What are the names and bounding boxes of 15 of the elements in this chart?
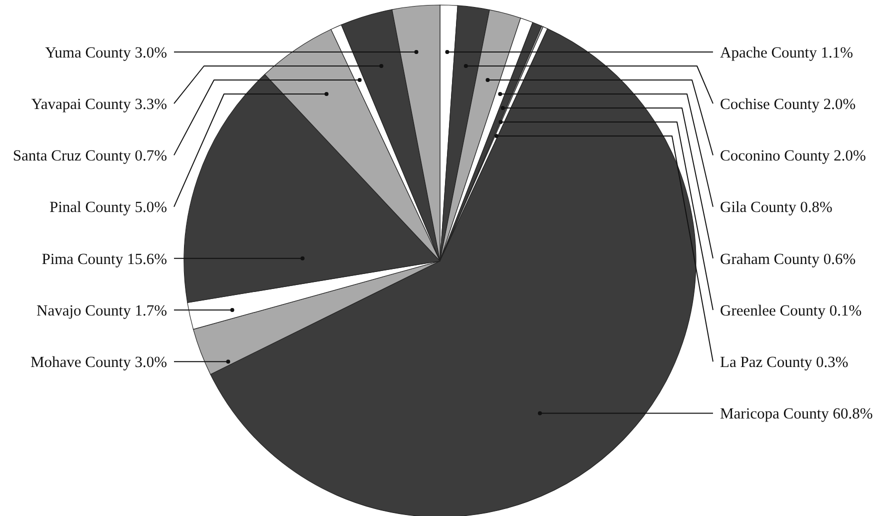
slice-label: Yuma County 3.0% (45, 44, 168, 62)
slice-label: Cochise County 2.0% (720, 96, 856, 114)
slice-label: Maricopa County 60.8% (720, 406, 873, 423)
slice-label: Yavapai County 3.3% (31, 96, 168, 114)
slice-label: Gila County 0.8% (720, 199, 832, 216)
slice-label: Greenlee County 0.1% (720, 302, 862, 320)
slice-label: Apache County 1.1% (720, 44, 854, 62)
slice-label: Navajo County 1.7% (36, 302, 168, 320)
slice-label: Santa Cruz County 0.7% (12, 148, 168, 165)
slice-label: Coconino County 2.0% (720, 148, 866, 165)
slice-label: La Paz County 0.3% (720, 354, 848, 372)
slice-label: Pima County 15.6% (42, 250, 168, 268)
slice-label: Mohave County 3.0% (30, 354, 168, 372)
slice-label: Pinal County 5.0% (49, 199, 168, 216)
slice-label: Graham County 0.6% (720, 250, 856, 268)
